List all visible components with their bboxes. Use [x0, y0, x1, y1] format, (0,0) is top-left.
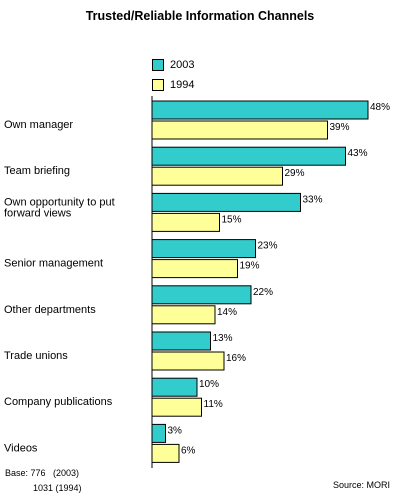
- category-label-company-publications: Company publications: [4, 396, 113, 408]
- bar-1994-trade-unions: [151, 351, 225, 371]
- bar-2003-videos: [151, 423, 166, 443]
- value-label-2003-trade-unions: 13%: [213, 333, 233, 344]
- base-line-2: 1031 (1994): [33, 483, 82, 493]
- bar-1994-company-publications: [151, 397, 202, 417]
- bar-1994-videos: [151, 443, 180, 463]
- value-label-1994-videos: 6%: [181, 445, 196, 456]
- legend-item-2003: 2003: [152, 56, 194, 74]
- legend-item-1994: 1994: [152, 76, 194, 94]
- bar-2003-own-opportunity-to-put-forward-views: [151, 192, 301, 212]
- category-label-other-departments: Other departments: [4, 304, 96, 316]
- bar-2003-team-briefing: [151, 146, 346, 166]
- bar-2003-other-departments: [151, 285, 252, 305]
- bar-1994-own-manager: [151, 120, 328, 140]
- bar-1994-own-opportunity-to-put-forward-views: [151, 212, 220, 232]
- category-label-senior-management: Senior management: [4, 258, 103, 270]
- value-label-1994-company-publications: 11%: [204, 399, 223, 410]
- value-label-2003-other-departments: 22%: [253, 287, 273, 298]
- value-label-2003-videos: 3%: [168, 425, 183, 436]
- bar-2003-own-manager: [151, 100, 369, 120]
- legend-label-2003: 2003: [170, 59, 195, 71]
- chart-title: Trusted/Reliable Information Channels: [85, 9, 315, 23]
- value-label-1994-senior-management: 19%: [240, 261, 260, 272]
- bar-1994-other-departments: [151, 305, 216, 325]
- value-label-2003-senior-management: 23%: [258, 241, 278, 252]
- category-label-team-briefing: Team briefing: [4, 165, 70, 177]
- value-label-1994-trade-unions: 16%: [226, 353, 246, 364]
- value-label-2003-own-manager: 48%: [370, 102, 390, 113]
- value-label-1994-own-opportunity-to-put-forward-views: 15%: [222, 214, 242, 225]
- legend-swatch-1994: [152, 79, 164, 91]
- bar-2003-trade-unions: [151, 331, 211, 351]
- value-label-2003-own-opportunity-to-put-forward-views: 33%: [303, 194, 323, 205]
- bar-1994-team-briefing: [151, 166, 283, 186]
- category-label-videos: Videos: [4, 442, 38, 454]
- bar-1994-senior-management: [151, 259, 238, 279]
- value-label-1994-other-departments: 14%: [217, 307, 237, 318]
- legend-swatch-2003: [152, 59, 164, 71]
- category-label-trade-unions: Trade unions: [4, 350, 68, 362]
- value-label-2003-team-briefing: 43%: [348, 148, 368, 159]
- legend-label-1994: 1994: [170, 79, 195, 91]
- value-label-1994-team-briefing: 29%: [285, 168, 305, 179]
- category-label-own-opportunity-to-put-forward-views: Own opportunity to put forward views: [4, 196, 115, 219]
- value-label-1994-own-manager: 39%: [330, 122, 350, 133]
- category-label-own-manager: Own manager: [4, 119, 73, 131]
- chart-legend: 2003 1994: [152, 56, 194, 96]
- base-line-1: Base: 776 (2003): [5, 468, 80, 478]
- value-label-2003-company-publications: 10%: [199, 379, 219, 390]
- bar-2003-company-publications: [151, 377, 198, 397]
- bar-2003-senior-management: [151, 239, 256, 259]
- source-note: Source: MORI: [332, 480, 390, 490]
